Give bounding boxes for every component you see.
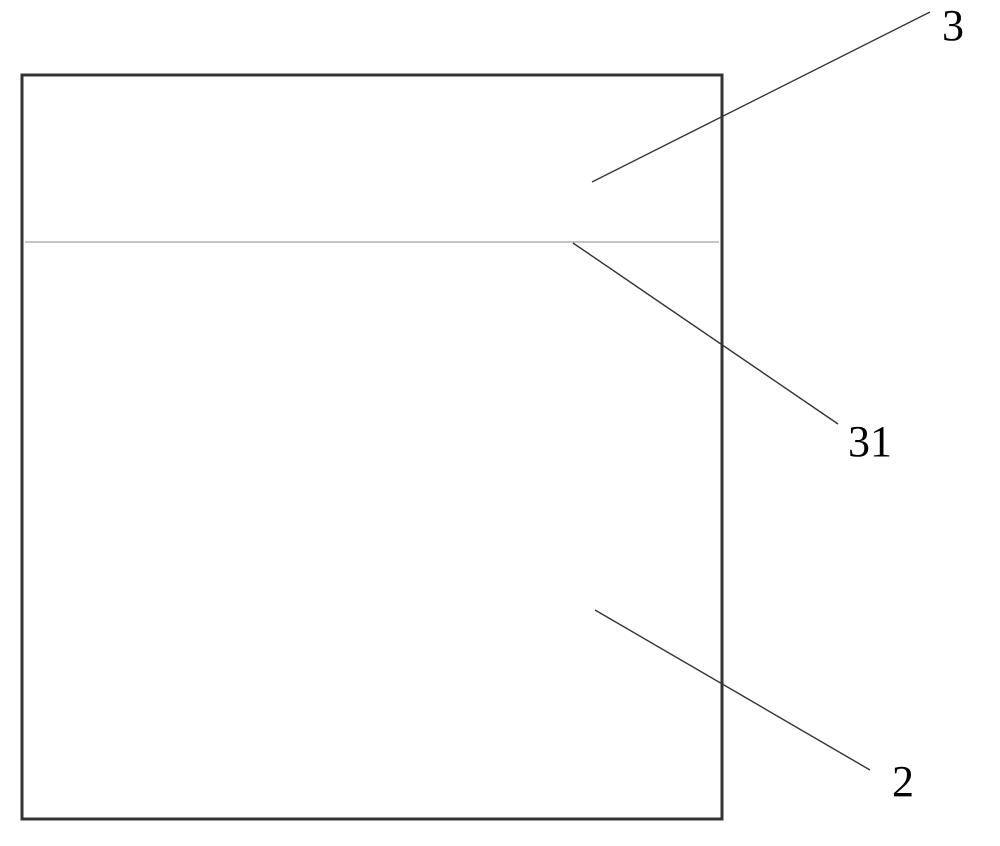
ref-label-3: 3: [942, 0, 964, 51]
ref-label-31: 31: [848, 416, 892, 467]
leader-line-3: [592, 12, 930, 182]
leader-line-31: [573, 243, 838, 424]
leader-line-2: [595, 610, 870, 770]
ref-label-2: 2: [892, 756, 914, 807]
main-rectangle: [22, 75, 722, 819]
